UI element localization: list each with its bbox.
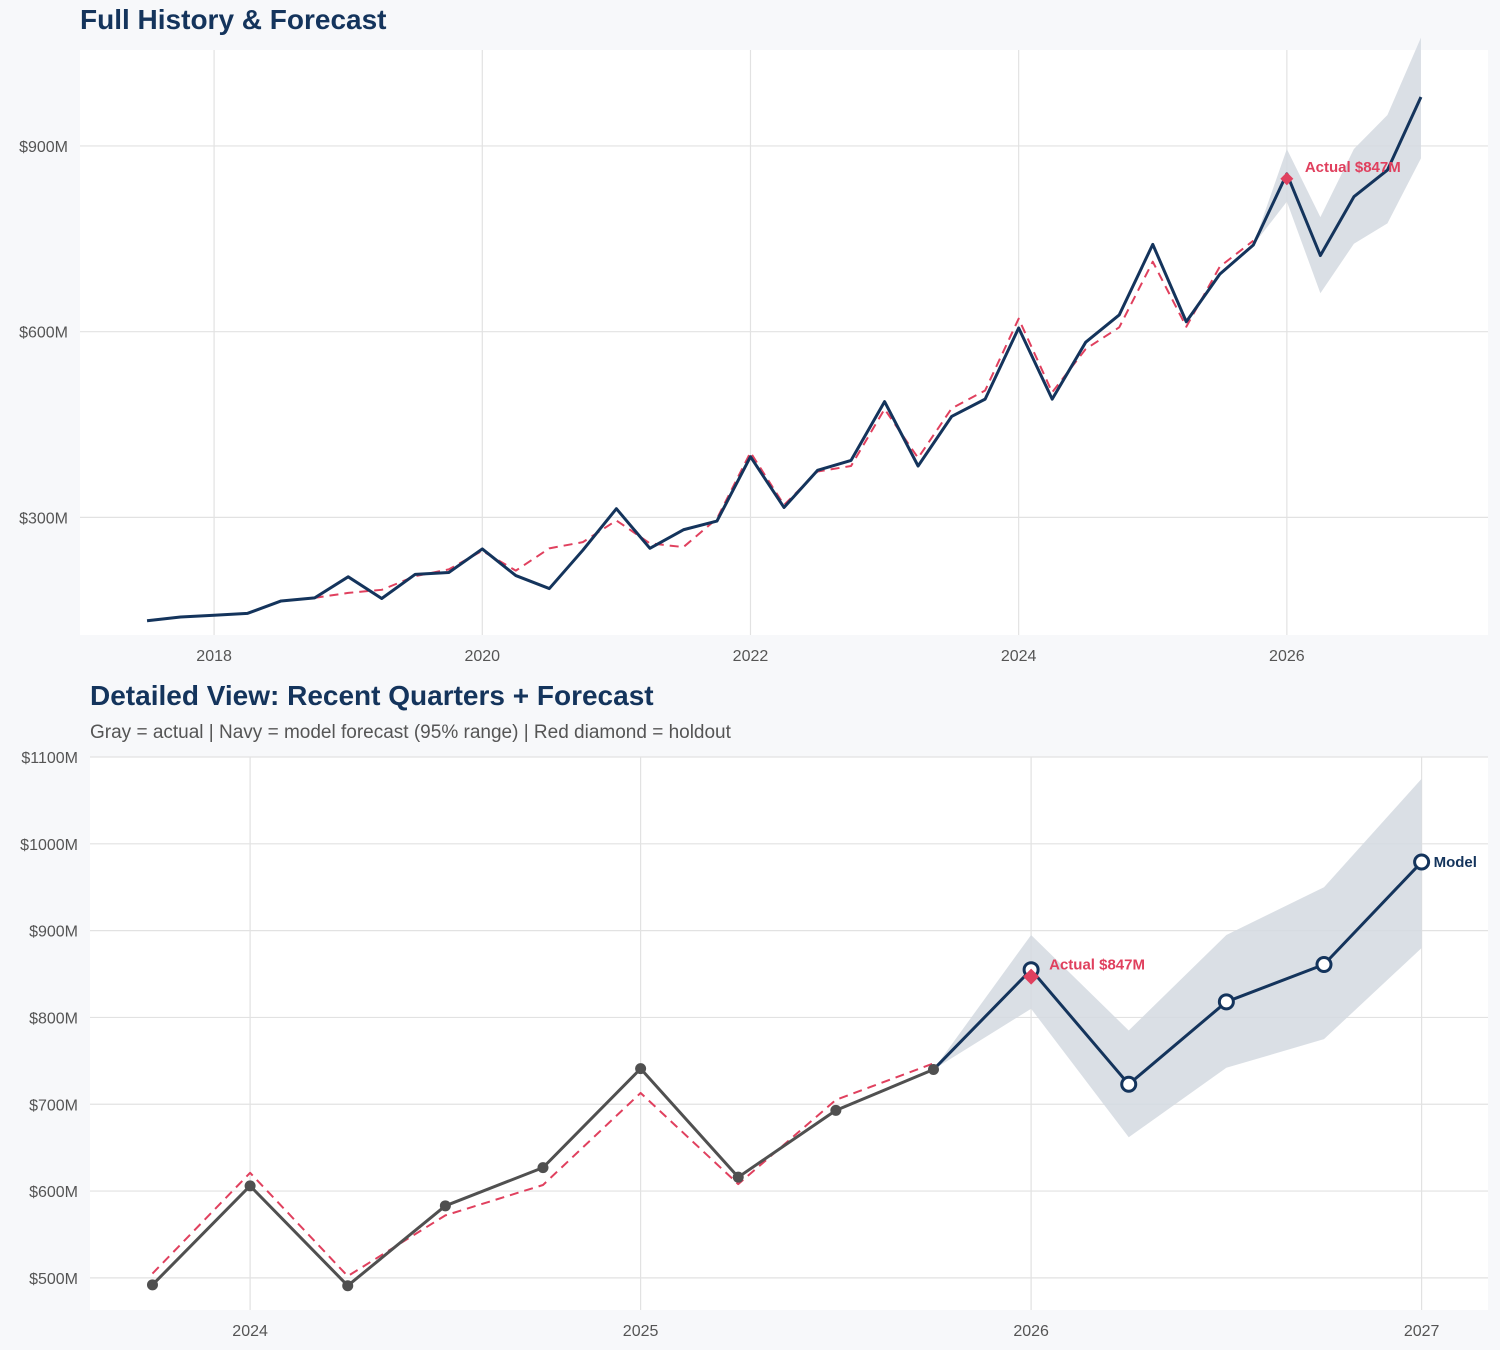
holdout-diamond [1280,172,1294,186]
chart-subtitle-legend: Gray = actual | Navy = model forecast (9… [90,722,731,743]
y-tick-label: $600M [29,1184,78,1201]
forecast-point [1217,993,1235,1011]
x-tick-label: 2026 [1013,1323,1049,1340]
plot-panel [80,50,1488,635]
actual-point [537,1162,549,1174]
y-tick-label: $800M [29,1010,78,1027]
actual-point [244,1180,256,1192]
holdout-annotation: Actual $847M [1305,159,1401,176]
y-tick-label: $700M [29,1097,78,1114]
actual-point [927,1064,939,1076]
forecast-point [1315,955,1333,973]
x-tick-label: 2022 [733,648,769,665]
holdout-annotation: Actual $847M [1049,957,1145,974]
x-tick-label: 2025 [623,1323,659,1340]
holdout-diamond [1023,968,1040,985]
chart-title-detailed-view: Detailed View: Recent Quarters + Forecas… [90,680,654,711]
x-tick-label: 2018 [196,648,232,665]
chart-title-full-history: Full History & Forecast [80,4,387,35]
actual-point [146,1279,158,1291]
x-tick-label: 2027 [1404,1323,1440,1340]
forecast-line [932,861,1423,1086]
x-tick-label: 2020 [464,648,500,665]
x-tick-label: 2024 [232,1323,268,1340]
model-end-label: Model [1434,854,1477,871]
actual-point [732,1171,744,1183]
actual-point [830,1104,842,1116]
forecast-point [1413,853,1431,871]
history-forecast-line [146,96,1423,623]
y-tick-label: $1000M [20,837,78,854]
actual-point [439,1200,451,1212]
forecast-point [1120,1075,1138,1093]
fitted-line [151,1062,934,1278]
forecast-confidence-band [1253,37,1421,294]
y-tick-label: $900M [19,139,68,156]
x-tick-label: 2026 [1269,648,1305,665]
full-history-chart: $300M $600M $900M 2018 2020 2022 2024 2026 Actua… [19,37,1488,665]
y-tick-label: $1100M [21,750,78,767]
actual-point [635,1063,647,1075]
actual-point [342,1280,354,1292]
y-tick-label: $300M [19,510,68,527]
y-tick-label: $900M [29,924,78,941]
y-tick-label: $500M [29,1271,78,1288]
x-tick-label: 2024 [1001,648,1037,665]
fitted-line [314,239,1254,599]
y-tick-label: $600M [19,325,68,342]
